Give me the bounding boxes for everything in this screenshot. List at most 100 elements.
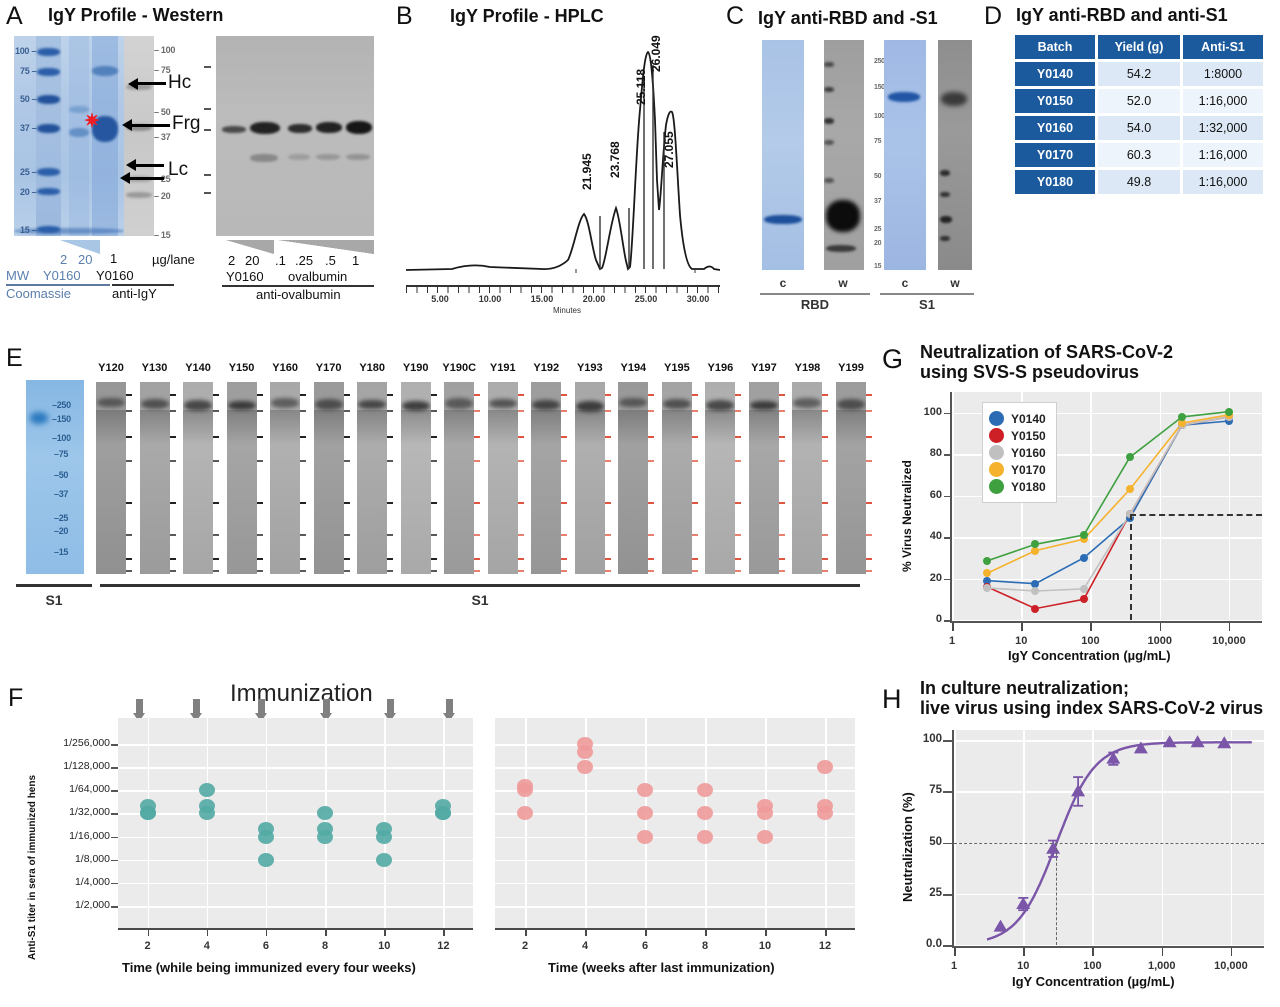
e-lane-mw-tick [256, 570, 263, 572]
h-ytick-label: 100 [922, 733, 942, 746]
mw-label: 15 – [20, 225, 37, 235]
h-ic50-hline [954, 842, 1264, 844]
f-xtick-mark [265, 928, 268, 936]
g-xtick-mark [1090, 623, 1092, 631]
mw-label: 150 [874, 84, 885, 91]
legend-item: Y0140 [989, 411, 1046, 426]
f-gridline-v [147, 718, 150, 928]
e-lane-mw-tick [169, 410, 176, 412]
f-left-xaxis-title: Time (while being immunized every four w… [122, 960, 416, 975]
e-lane-mw-tick [474, 460, 481, 462]
panel-b-letter: B [396, 2, 413, 30]
e-lane-mw-tick [648, 460, 655, 462]
e-lane-strip [444, 382, 475, 574]
g-xtick-label: 10,000 [1212, 635, 1246, 647]
e-lane-strip [139, 382, 170, 574]
e-lane-mw-tick [300, 394, 307, 396]
f-ytick-container: 1/256,000 1/128,000 1/64,000 1/32,000 1/16,0… [30, 718, 120, 928]
panel-c-letter: C [726, 2, 745, 30]
f-left-plot-area [118, 718, 473, 928]
mw-label: –25 [54, 513, 69, 523]
e-lane-mw-tick [604, 570, 611, 572]
e-lane-mw-tick [604, 410, 611, 412]
g-ytick-mark [944, 620, 952, 622]
mw-label: 50 – [20, 94, 37, 104]
mw-label: 15 [874, 263, 882, 270]
legend-label: Y0140 [1011, 411, 1046, 426]
h-ytick-label: 50 [929, 835, 942, 848]
e-lane-mw-tick [778, 436, 785, 438]
g-ytick-mark [944, 412, 952, 415]
g-xtick-label: 100 [1081, 635, 1100, 647]
e-lane-band [488, 399, 517, 408]
g-data-point [1031, 546, 1040, 555]
g-data-point [1079, 535, 1088, 544]
legend-swatch-y0160 [989, 445, 1004, 460]
f-gridline-v [765, 718, 767, 928]
h-fit-curve [986, 735, 1252, 941]
e-lane-mw-tick [866, 558, 872, 560]
e-lane-mw-tick [778, 558, 785, 560]
g-series-lines [986, 410, 1230, 610]
mw-label: 25 [874, 226, 882, 233]
anti-igy-blot [124, 36, 154, 236]
table-header-row: Batch Yield (g) Anti-S1 [1015, 35, 1263, 59]
f-data-point [757, 806, 773, 821]
mw-column-label: MW [6, 268, 30, 283]
f-right-points [495, 718, 855, 928]
e-lane-mw-tick [778, 570, 785, 572]
h-data-point [1071, 784, 1086, 797]
e-lane-label: Y197 [751, 362, 777, 374]
h-data-point [1133, 741, 1148, 754]
e-lane-band [401, 401, 430, 411]
e-lane-mw-tick [430, 394, 437, 396]
e-lane-strip [531, 382, 562, 574]
e-lane-smear [531, 410, 562, 444]
mw-label: –75 [54, 449, 69, 459]
h-yaxis-title: Neutralization (%) [900, 792, 915, 902]
g-xtick-label: 1 [948, 635, 956, 647]
e-lane-band [314, 399, 343, 410]
f-data-point [637, 783, 653, 798]
h-gridline-v [1230, 730, 1233, 945]
h-gridline-h [954, 893, 1264, 896]
e-lane-mw-tick [213, 534, 220, 536]
h-xtick-label: 1 [950, 960, 958, 972]
e-lane-mw-tick [256, 394, 263, 396]
e-lane-mw-tick [604, 394, 611, 396]
f-gridline-h [118, 859, 473, 862]
g-gridline-v [1159, 392, 1162, 620]
e-lane-mw-tick [387, 558, 394, 560]
e-lane-mw-tick [691, 570, 698, 572]
e-lane-strip [226, 382, 257, 574]
g-data-point [1224, 417, 1233, 426]
e-lane-smear [487, 410, 518, 444]
e-lane-mw-tick [474, 436, 481, 438]
e-lane-label: Y170 [315, 362, 342, 374]
f-data-point [139, 806, 156, 821]
e-lane-mw-tick [126, 502, 132, 504]
cell-yield: 49.8 [1098, 170, 1180, 194]
f-data-point [198, 806, 215, 821]
f-ytick-mark [111, 813, 120, 815]
cell-yield: 54.0 [1098, 116, 1180, 140]
h-xtick-label: 1,000 [1147, 960, 1176, 972]
h-gridline-h [954, 740, 1264, 742]
h-xtick-container: 1 10 100 1,000 10,000 [951, 948, 1264, 972]
e-lane-mw-tick [213, 460, 220, 462]
mw-label: –37 [54, 489, 69, 499]
mw-label: –20 [54, 526, 69, 536]
g-data-point [1031, 540, 1040, 549]
e-lane-mw-tick [604, 558, 611, 560]
e-lane-mw-tick [735, 534, 742, 536]
e-lane-band [619, 398, 648, 407]
e-lane-label: Y160 [272, 362, 298, 374]
f-gridline-h [118, 813, 473, 815]
e-lane-mw-tick [474, 502, 481, 504]
panel-a-letter: A [6, 2, 23, 30]
g-gridline-v [1228, 392, 1231, 620]
f-gridline-v [525, 718, 527, 928]
g-ytick-label: 40 [929, 530, 942, 543]
e-lane-smear [270, 410, 301, 444]
g-ytick-mark [944, 537, 952, 539]
